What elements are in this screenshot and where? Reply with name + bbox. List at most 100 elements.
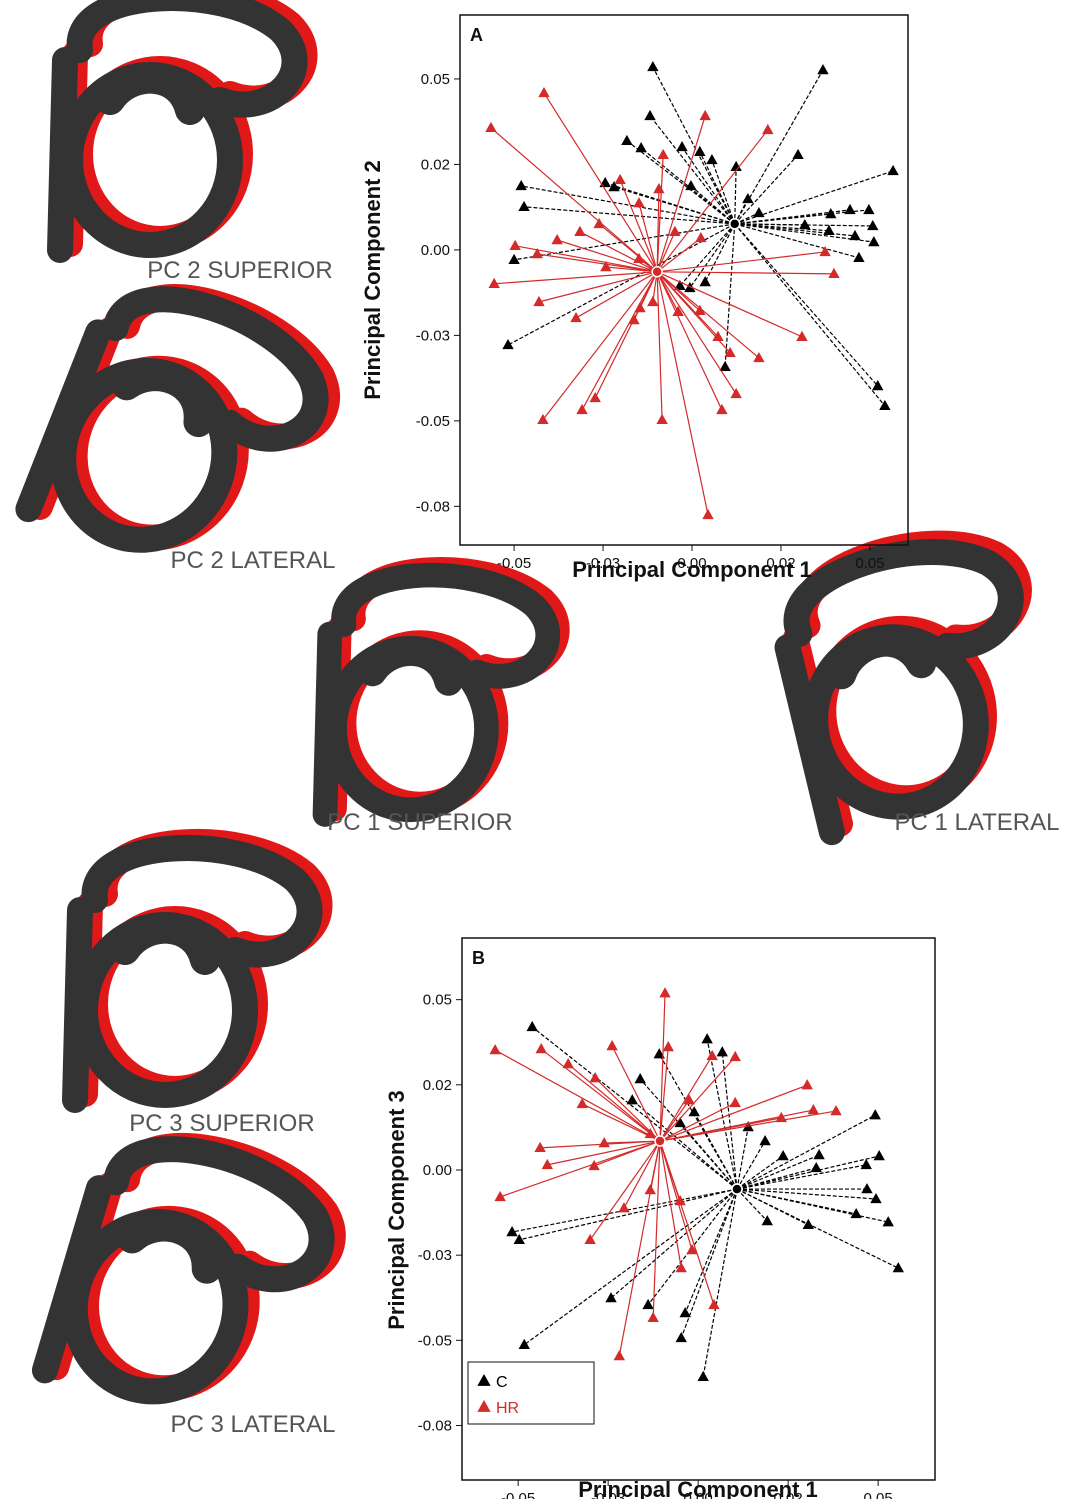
rendering xyxy=(75,842,320,1100)
point xyxy=(647,296,658,306)
point xyxy=(719,361,730,371)
point xyxy=(598,1137,609,1147)
view-label: PC 3 LATERAL xyxy=(171,1411,336,1438)
point xyxy=(614,174,625,184)
point xyxy=(874,1150,885,1160)
y-tick-label: -0.05 xyxy=(416,413,450,430)
point xyxy=(799,219,810,229)
point xyxy=(762,124,773,134)
spoke xyxy=(544,93,657,272)
rendering xyxy=(28,267,346,593)
spoke xyxy=(722,1052,737,1189)
y-tick-label: -0.05 xyxy=(418,1332,452,1349)
point xyxy=(753,207,764,217)
point xyxy=(813,1149,824,1159)
view-label: PC 1 SUPERIOR xyxy=(327,809,512,836)
spoke xyxy=(703,1189,737,1377)
point xyxy=(777,1150,788,1160)
spoke xyxy=(657,252,825,272)
point xyxy=(697,1371,708,1381)
y-tick-label: 0.02 xyxy=(423,1077,452,1094)
point xyxy=(868,236,879,246)
rendering xyxy=(60,0,305,250)
point xyxy=(644,110,655,120)
point xyxy=(659,987,670,997)
legend-label: C xyxy=(496,1374,508,1391)
centroid xyxy=(732,1184,742,1194)
point xyxy=(823,225,834,235)
point xyxy=(518,201,529,211)
point xyxy=(485,122,496,132)
point xyxy=(614,1350,625,1360)
point xyxy=(844,204,855,214)
spoke xyxy=(737,1115,875,1189)
point xyxy=(519,1339,530,1349)
point xyxy=(676,1332,687,1342)
point xyxy=(634,302,645,312)
point xyxy=(716,404,727,414)
point xyxy=(593,218,604,228)
point xyxy=(817,64,828,74)
point xyxy=(708,1299,719,1309)
point xyxy=(551,234,562,244)
spoke xyxy=(524,207,735,224)
centroid xyxy=(655,1136,665,1146)
point xyxy=(663,1041,674,1051)
spoke xyxy=(737,1156,879,1189)
point xyxy=(535,1043,546,1053)
spoke xyxy=(735,224,885,406)
point xyxy=(819,246,830,256)
point xyxy=(808,1104,819,1114)
point xyxy=(627,1094,638,1104)
point xyxy=(562,1058,573,1068)
spoke xyxy=(657,272,834,274)
x-tick-label: 0.05 xyxy=(855,555,884,572)
x-tick-label: -0.05 xyxy=(501,1490,535,1499)
spoke xyxy=(725,224,735,367)
point xyxy=(645,1184,656,1194)
point xyxy=(635,142,646,152)
y-tick-label: -0.03 xyxy=(418,1247,452,1264)
spoke xyxy=(611,1189,737,1298)
spoke xyxy=(653,67,735,224)
y-tick-label: -0.08 xyxy=(416,498,450,515)
point xyxy=(489,1044,500,1054)
point xyxy=(599,177,610,187)
legend-label: HR xyxy=(496,1400,519,1417)
point xyxy=(830,1105,841,1115)
point xyxy=(699,276,710,286)
view-label: PC 3 SUPERIOR xyxy=(129,1110,314,1137)
point xyxy=(867,220,878,230)
point xyxy=(730,1097,741,1107)
y-tick-label: 0.00 xyxy=(423,1162,452,1179)
point xyxy=(699,110,710,120)
point xyxy=(574,226,585,236)
y-tick-label: 0.05 xyxy=(421,71,450,88)
spoke xyxy=(619,1141,660,1356)
point xyxy=(516,180,527,190)
x-tick-label: 0.05 xyxy=(864,1490,893,1499)
centroid xyxy=(730,219,740,229)
legend-frame xyxy=(468,1362,594,1424)
point xyxy=(534,1142,545,1152)
point xyxy=(893,1262,904,1272)
point xyxy=(887,165,898,175)
spoke xyxy=(680,224,735,286)
point xyxy=(653,183,664,193)
point xyxy=(576,404,587,414)
point xyxy=(803,1219,814,1229)
point xyxy=(695,232,706,242)
spoke xyxy=(500,1141,660,1197)
point xyxy=(606,1040,617,1050)
point xyxy=(633,253,644,263)
figure: PC 2 SUPERIORPC 2 LATERALPC 1 SUPERIORPC… xyxy=(0,0,1076,1499)
spoke xyxy=(737,1165,866,1189)
spoke xyxy=(690,224,735,288)
point xyxy=(863,204,874,214)
view-label: PC 2 LATERAL xyxy=(171,547,336,574)
rendering xyxy=(325,569,557,814)
x-axis-label: Principal Component 1 xyxy=(578,1477,818,1499)
y-tick-label: -0.08 xyxy=(418,1417,452,1434)
